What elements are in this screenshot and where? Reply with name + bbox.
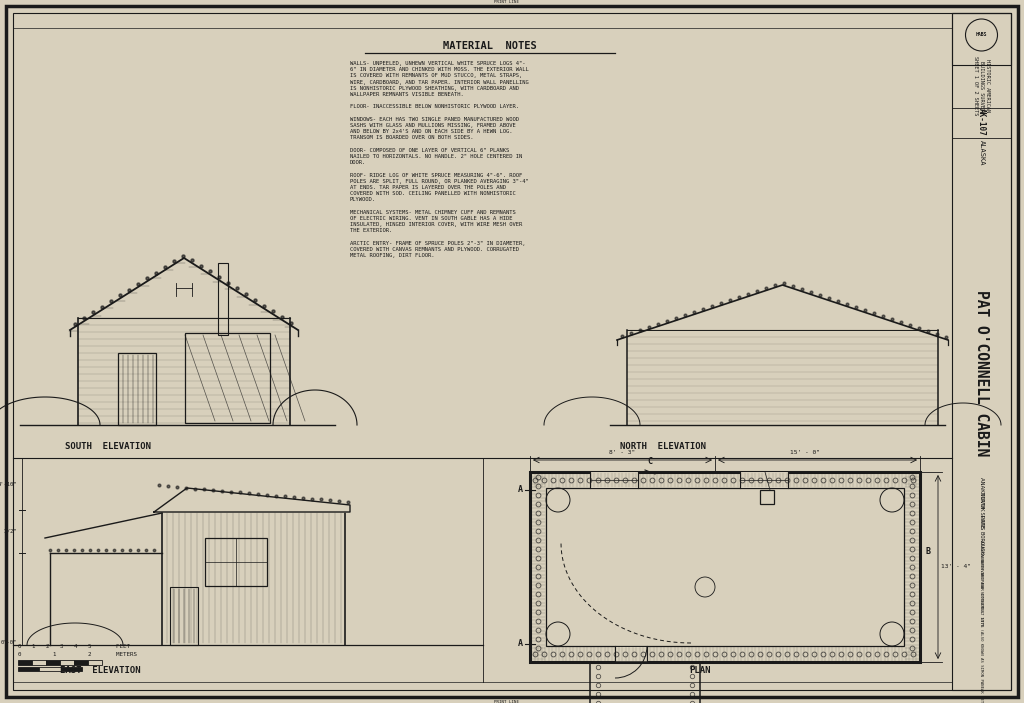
Bar: [952, 13, 1011, 65]
Text: WALLS- UNPEELED, UNHEWN VERTICAL WHITE SPRUCE LOGS 4"-
6" IN DIAMETER AND CHINKE: WALLS- UNPEELED, UNHEWN VERTICAL WHITE S…: [350, 61, 528, 258]
Text: EAST  ELEVATION: EAST ELEVATION: [60, 666, 140, 675]
Bar: [530, 472, 920, 662]
Bar: [218, 263, 228, 335]
Text: 4'-10": 4'-10": [0, 482, 17, 486]
Text: AK-107: AK-107: [977, 108, 986, 136]
Text: SOUTH  ELEVATION: SOUTH ELEVATION: [65, 442, 151, 451]
Bar: [18, 660, 32, 665]
Text: 8' - 3": 8' - 3": [609, 450, 635, 455]
Text: MATERIAL  NOTES: MATERIAL NOTES: [443, 41, 537, 51]
Bar: [205, 538, 267, 586]
Text: ALASKA: ALASKA: [979, 141, 984, 166]
Bar: [615, 646, 647, 662]
Text: ALASKA BUSH AND BAR COUNCIL, 1975: ALASKA BUSH AND BAR COUNCIL, 1975: [980, 540, 983, 626]
Bar: [740, 472, 788, 488]
Polygon shape: [154, 488, 350, 512]
Text: PAT O'CONNELL CABIN: PAT O'CONNELL CABIN: [974, 290, 989, 456]
Bar: [60, 660, 74, 665]
Text: ANAKTUVUK PASS: ANAKTUVUK PASS: [979, 477, 984, 529]
Text: 5'-10 1/2": 5'-10 1/2": [0, 529, 17, 534]
Bar: [32, 660, 46, 665]
Bar: [590, 472, 638, 488]
Text: A: A: [517, 486, 522, 494]
Text: A: A: [517, 640, 522, 648]
Text: HABS: HABS: [976, 32, 987, 37]
Bar: [118, 353, 156, 425]
Text: 0'-0": 0'-0": [1, 640, 17, 645]
Text: NORTH  ELEVATION: NORTH ELEVATION: [620, 442, 706, 451]
Text: 0   1   2   3   4   5       FEET: 0 1 2 3 4 5 FEET: [18, 645, 130, 650]
Bar: [74, 660, 88, 665]
Text: 15' - 0": 15' - 0": [790, 450, 820, 455]
Bar: [88, 660, 102, 665]
Bar: [760, 490, 774, 504]
Bar: [952, 13, 1011, 690]
Bar: [18, 667, 39, 671]
Text: PLAN: PLAN: [689, 666, 711, 675]
Text: 0         1         2       METERS: 0 1 2 METERS: [18, 652, 137, 657]
Text: C: C: [647, 458, 652, 467]
Text: HISTORIC AMERICAN
BUILDINGS SURVEY
SHEET 1 OF 2 SHEETS: HISTORIC AMERICAN BUILDINGS SURVEY SHEET…: [973, 56, 990, 116]
Text: NORTH SLOPE BOROUGH: NORTH SLOPE BOROUGH: [979, 492, 984, 554]
Bar: [46, 660, 60, 665]
Text: B: B: [926, 548, 931, 557]
Text: ANAKTUVUK PASS SETTLEMENT SITE (ALSO KNOWN AS SIMON PANEAK SETTLEMENT): ANAKTUVUK PASS SETTLEMENT SITE (ALSO KNO…: [980, 555, 983, 703]
Bar: [39, 667, 60, 671]
Bar: [590, 662, 700, 703]
Bar: [185, 333, 270, 423]
Bar: [546, 488, 904, 646]
Bar: [170, 587, 198, 645]
Text: PRINT LINE: PRINT LINE: [495, 700, 519, 703]
Bar: [60, 667, 82, 671]
Text: 13' - 4": 13' - 4": [941, 565, 971, 569]
Text: PRINT LINE: PRINT LINE: [495, 0, 519, 4]
